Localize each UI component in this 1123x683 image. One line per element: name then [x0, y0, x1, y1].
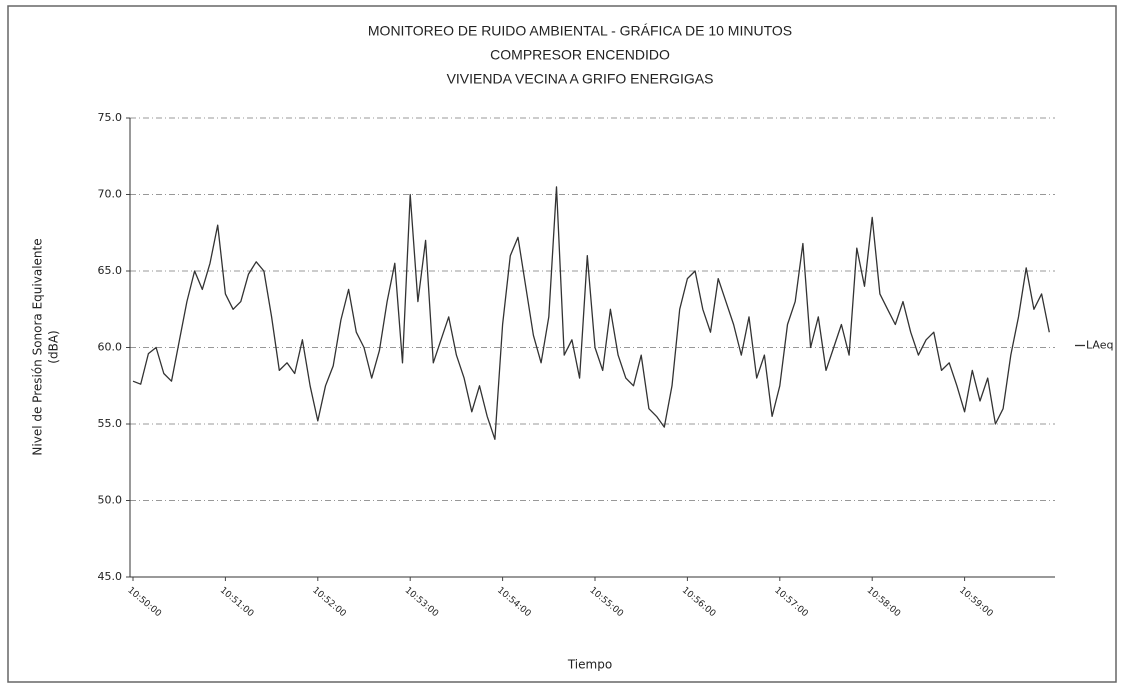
- y-axis-label: (dBA): [47, 330, 61, 363]
- y-axis-label: Nivel de Presión Sonora Equivalente: [31, 238, 45, 455]
- y-tick-label: 75.0: [98, 111, 123, 124]
- chart-subtitle: VIVIENDA VECINA A GRIFO ENERGIGAS: [447, 71, 714, 87]
- y-tick-label: 60.0: [98, 341, 123, 354]
- x-axis-label: Tiempo: [567, 658, 612, 672]
- legend-label: LAeq: [1086, 339, 1113, 352]
- y-tick-label: 55.0: [98, 417, 123, 430]
- y-tick-label: 65.0: [98, 264, 123, 277]
- chart-subtitle: COMPRESOR ENCENDIDO: [490, 47, 670, 63]
- y-tick-label: 45.0: [98, 570, 123, 583]
- line-series: [132, 186, 1050, 440]
- chart-frame: [7, 5, 1117, 683]
- y-tick-label: 50.0: [98, 494, 123, 507]
- y-tick-label: 70.0: [98, 188, 123, 201]
- chart-title: MONITOREO DE RUIDO AMBIENTAL - GRÁFICA D…: [368, 23, 792, 39]
